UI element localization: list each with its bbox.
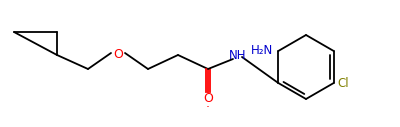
Text: O: O (203, 92, 213, 106)
Text: Cl: Cl (338, 76, 349, 90)
Text: O: O (113, 49, 123, 61)
Text: NH: NH (229, 49, 247, 62)
Text: H₂N: H₂N (251, 44, 273, 58)
